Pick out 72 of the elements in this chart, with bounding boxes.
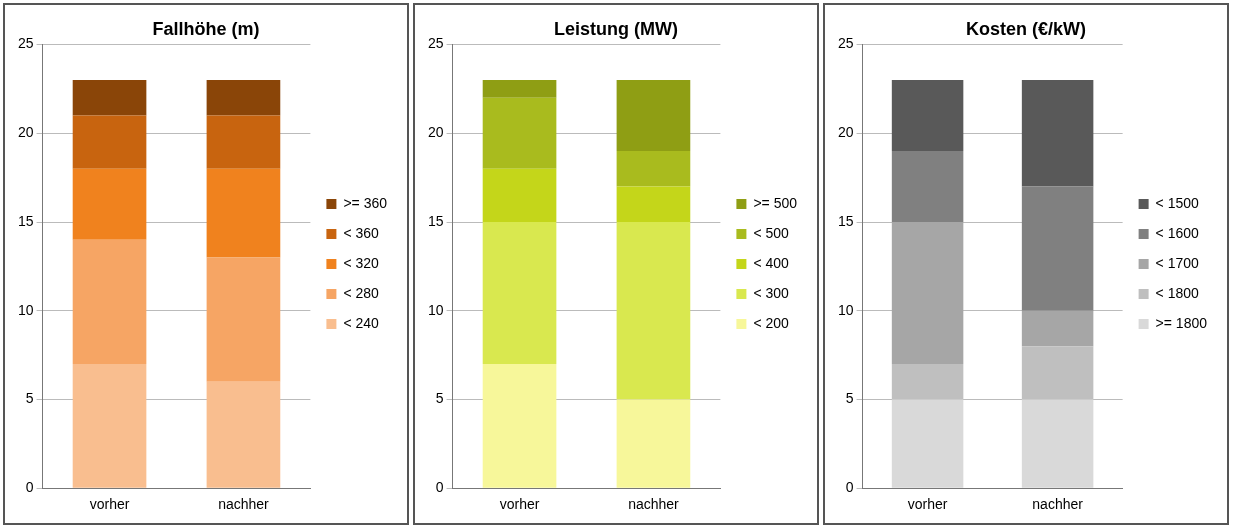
bar xyxy=(206,381,281,488)
bar xyxy=(891,222,964,364)
legend-label: < 360 xyxy=(343,224,380,241)
bar xyxy=(616,80,691,152)
bar xyxy=(891,80,964,152)
legend-label: < 500 xyxy=(753,224,790,241)
bar xyxy=(206,257,281,382)
x-tick-label: vorher xyxy=(89,496,130,513)
x-tick-label: vorher xyxy=(907,496,948,513)
legend-label: >= 1800 xyxy=(1155,314,1208,331)
bar xyxy=(206,80,281,116)
bar xyxy=(482,97,557,169)
bar xyxy=(1021,186,1094,311)
y-tick-label: 5 xyxy=(435,390,444,407)
bar xyxy=(616,222,691,400)
bar xyxy=(206,168,281,258)
legend-label: < 400 xyxy=(753,254,790,271)
y-tick-label: 0 xyxy=(25,479,34,496)
legend-label: < 1800 xyxy=(1155,284,1200,301)
legend-label: < 200 xyxy=(753,314,790,331)
x-tick-label: nachher xyxy=(218,496,270,513)
bar xyxy=(72,363,147,488)
chart-title: Kosten (€/kW) xyxy=(965,18,1087,39)
y-tick-label: 20 xyxy=(837,124,854,141)
bar xyxy=(482,80,557,98)
chart-title: Leistung (MW) xyxy=(554,18,678,39)
bar xyxy=(482,168,557,223)
chart-title: Fallhöhe (m) xyxy=(152,18,260,39)
y-tick-label: 20 xyxy=(427,124,444,141)
y-tick-label: 5 xyxy=(25,390,34,407)
y-tick-label: 25 xyxy=(17,35,34,52)
y-tick-label: 0 xyxy=(845,479,854,496)
x-tick-label: vorher xyxy=(499,496,540,513)
legend-label: >= 360 xyxy=(343,194,388,211)
x-tick-label: nachher xyxy=(628,496,680,513)
y-tick-label: 10 xyxy=(837,301,854,318)
y-tick-label: 25 xyxy=(837,35,854,52)
y-tick-label: 0 xyxy=(435,479,444,496)
y-tick-label: 15 xyxy=(837,212,854,229)
legend-label: < 1600 xyxy=(1155,224,1200,241)
y-tick-label: 15 xyxy=(17,212,34,229)
y-tick-label: 10 xyxy=(17,301,34,318)
bar xyxy=(891,399,964,488)
legend-label: < 280 xyxy=(343,284,380,301)
bar xyxy=(482,222,557,364)
bar xyxy=(1021,310,1094,347)
bar xyxy=(616,399,691,488)
legend-label: < 240 xyxy=(343,314,380,331)
bar xyxy=(891,363,964,400)
bar xyxy=(206,115,281,169)
bar xyxy=(1021,399,1094,488)
y-tick-label: 5 xyxy=(845,390,854,407)
y-tick-label: 10 xyxy=(427,301,444,318)
bar xyxy=(72,80,147,116)
bar xyxy=(1021,80,1094,187)
y-tick-label: 20 xyxy=(17,124,34,141)
bar xyxy=(1021,346,1094,400)
x-tick-label: nachher xyxy=(1032,496,1084,513)
legend-label: < 300 xyxy=(753,284,790,301)
bar xyxy=(616,186,691,223)
legend-label: < 1700 xyxy=(1155,254,1200,271)
y-tick-label: 15 xyxy=(427,212,444,229)
legend-label: < 320 xyxy=(343,254,380,271)
bar xyxy=(482,363,557,488)
legend-label: < 1500 xyxy=(1155,194,1200,211)
bar xyxy=(72,115,147,169)
bar xyxy=(891,151,964,223)
legend-label: >= 500 xyxy=(753,194,798,211)
y-tick-label: 25 xyxy=(427,35,444,52)
bar xyxy=(72,239,147,364)
bar xyxy=(616,151,691,187)
bar xyxy=(72,168,147,240)
